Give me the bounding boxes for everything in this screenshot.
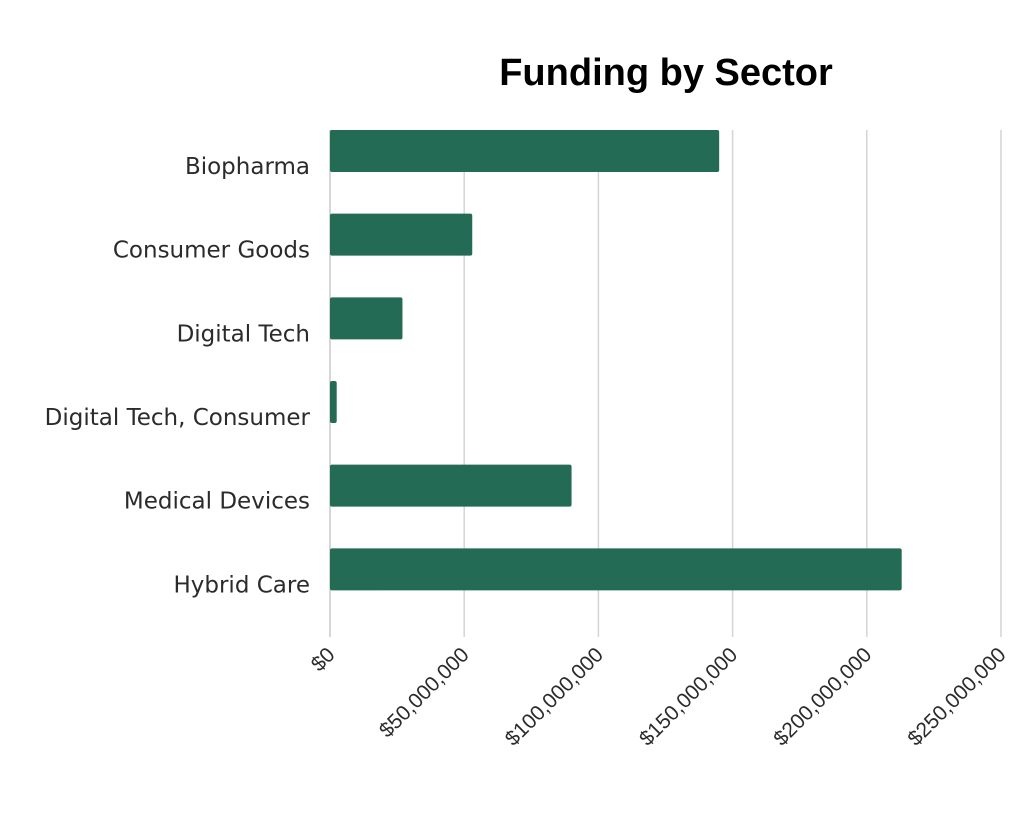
category-label: Medical Devices	[124, 489, 310, 515]
category-label: Hybrid Care	[173, 572, 310, 598]
bar	[330, 464, 572, 507]
bar	[330, 213, 473, 256]
bar	[330, 548, 902, 591]
x-tick-labels: $0 $50,000,000 $100,000,000 $150,000,000 $20…	[307, 643, 1010, 750]
category-label: Digital Tech, Consumer	[45, 405, 311, 431]
category-label: Biopharma	[185, 154, 310, 180]
x-tick-label: $50,000,000	[375, 643, 474, 742]
chart-title: Funding by Sector	[499, 52, 833, 94]
category-label: Digital Tech	[177, 321, 310, 347]
bar	[330, 130, 720, 172]
category-labels: Biopharma Consumer Goods Digital Tech Digit…	[45, 154, 311, 598]
bar	[330, 297, 403, 340]
x-tick-label: $150,000,000	[635, 643, 742, 750]
x-tick-label: $250,000,000	[903, 643, 1010, 750]
bars	[330, 130, 902, 591]
x-tick-label: $100,000,000	[501, 643, 608, 750]
category-label: Consumer Goods	[113, 238, 310, 264]
bar	[330, 381, 337, 423]
x-tick-label: $0	[307, 643, 340, 676]
x-tick-label: $200,000,000	[769, 643, 876, 750]
